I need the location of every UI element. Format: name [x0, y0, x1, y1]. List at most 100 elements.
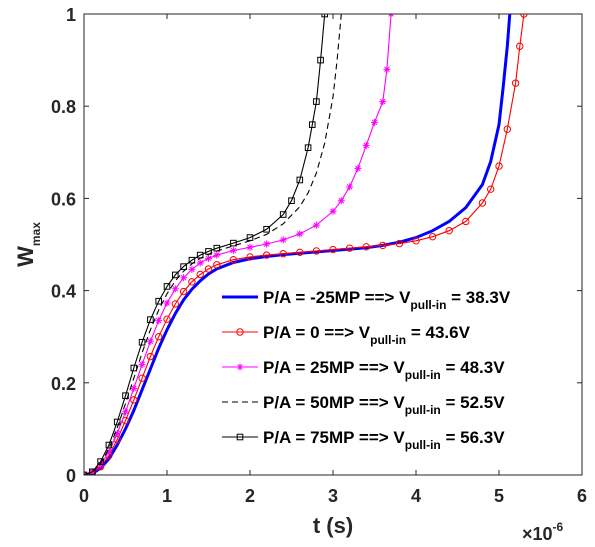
series-2-point	[196, 270, 204, 279]
legend-label: P/A = 25MP ==> Vpull-in = 48.3V	[263, 358, 505, 382]
series-3-point	[362, 141, 370, 149]
x-tick-label: 5	[494, 486, 504, 506]
series-5-point	[317, 56, 324, 64]
series-3-point	[354, 164, 362, 172]
series-5-point	[279, 211, 287, 218]
x-tick-label: 1	[162, 486, 172, 506]
y-axis-label-main: W	[13, 246, 38, 267]
series-3-point	[312, 221, 320, 229]
axes-layer: 0 1 2 3 4 5 6 0 0.2 0.4 0.6 0.8 1	[51, 5, 587, 506]
series-5-point	[296, 176, 304, 184]
series-5-point	[304, 144, 312, 151]
series-3-point	[337, 197, 345, 205]
series-5-point	[180, 263, 187, 270]
series-3-point	[229, 246, 237, 254]
series-1	[84, 14, 512, 475]
series-3-point	[113, 430, 121, 438]
series-layer	[84, 14, 528, 475]
series-2-point	[229, 256, 238, 264]
legend-label-subscript: pull-in	[405, 368, 441, 382]
series-5-point	[113, 418, 121, 426]
series-2-point	[171, 300, 180, 308]
series-5-point	[205, 248, 212, 255]
series-3-point	[329, 207, 337, 215]
series-2-point	[130, 396, 138, 404]
series-2-point	[345, 244, 354, 252]
series-3-point	[188, 265, 196, 273]
legend-label-main: P/A = 50MP ==> V	[263, 393, 405, 412]
legend-entry: P/A = 75MP ==> Vpull-in = 56.3V	[222, 428, 505, 452]
series-3-point	[163, 299, 171, 307]
series-2-point	[329, 245, 337, 254]
series-5-point	[188, 256, 196, 264]
series-2-point	[146, 352, 155, 361]
series-3-point	[383, 65, 391, 73]
series-5-point	[313, 98, 320, 105]
series-3-point	[246, 243, 254, 251]
series-2-point	[362, 243, 370, 251]
series-3-point	[279, 236, 287, 244]
legend-label-suffix: = 56.3V	[441, 428, 505, 447]
series-5-point	[155, 297, 162, 305]
series-5-point	[130, 364, 138, 372]
y-tick-label: 0.2	[51, 374, 76, 394]
legend-label: P/A = -25MP ==> Vpull-in = 38.3V	[263, 288, 511, 312]
x-axis-exponent-power: -6	[553, 520, 564, 534]
y-tick-label: 1	[66, 5, 76, 25]
legend-label-subscript: pull-in	[405, 438, 441, 452]
series-2-point	[213, 261, 221, 269]
legend-swatch-marker	[236, 363, 244, 371]
series-2-point	[478, 199, 487, 207]
series-3-point	[138, 360, 146, 368]
series-2-point	[138, 374, 146, 382]
series-5	[84, 14, 328, 475]
y-tick-label: 0	[66, 466, 76, 486]
series-1-line	[84, 14, 512, 475]
series-2-point	[511, 79, 520, 87]
series-3-point	[379, 98, 387, 106]
series-2-point	[445, 226, 453, 235]
y-tick-label: 0.8	[51, 97, 76, 117]
series-3	[84, 14, 395, 475]
series-2-point	[503, 125, 511, 133]
legend-label-suffix: = 43.6V	[406, 323, 470, 342]
legend-label: P/A = 0 ==> Vpull-in = 43.6V	[263, 323, 471, 347]
series-2-point	[279, 250, 287, 258]
legend-label: P/A = 50MP ==> Vpull-in = 52.5V	[263, 393, 505, 417]
legend-label-suffix: = 38.3V	[446, 288, 510, 307]
series-3-point	[171, 285, 179, 293]
legend-entry: P/A = -25MP ==> Vpull-in = 38.3V	[222, 288, 511, 312]
series-5-point	[147, 316, 154, 323]
series-5-point	[213, 244, 221, 252]
series-2-point	[204, 265, 213, 273]
legend-swatch-marker	[236, 433, 244, 441]
series-2-point	[312, 247, 321, 255]
series-2-point	[462, 217, 470, 226]
series-2-point	[395, 239, 404, 248]
series-5-point	[246, 234, 254, 241]
x-axis-exponent: ×10-6	[522, 520, 564, 544]
series-3-point	[155, 317, 163, 325]
y-tick-label: 0.4	[51, 282, 76, 302]
y-axis-label: Wmax	[13, 222, 43, 267]
series-5-point	[163, 283, 171, 290]
series-2-point	[516, 42, 524, 50]
series-4-line	[84, 14, 342, 475]
series-3-point	[105, 448, 113, 456]
legend-label-main: P/A = 25MP ==> V	[263, 358, 405, 377]
series-2-point	[163, 315, 171, 323]
legend-label-subscript: pull-in	[405, 403, 441, 417]
legend-label-subscript: pull-in	[410, 298, 446, 312]
x-tick-label: 3	[328, 486, 338, 506]
series-2-point	[296, 248, 304, 257]
legend-label-subscript: pull-in	[370, 333, 406, 347]
series-3-point	[196, 259, 204, 267]
series-2-point	[487, 185, 495, 193]
series-2-point	[412, 237, 420, 245]
legend-label: P/A = 75MP ==> Vpull-in = 56.3V	[263, 428, 505, 452]
legend-swatch-marker	[236, 328, 244, 336]
series-5-point	[122, 392, 129, 400]
series-3-point	[88, 469, 96, 475]
series-5-point	[321, 14, 328, 18]
series-2-point	[262, 251, 271, 259]
